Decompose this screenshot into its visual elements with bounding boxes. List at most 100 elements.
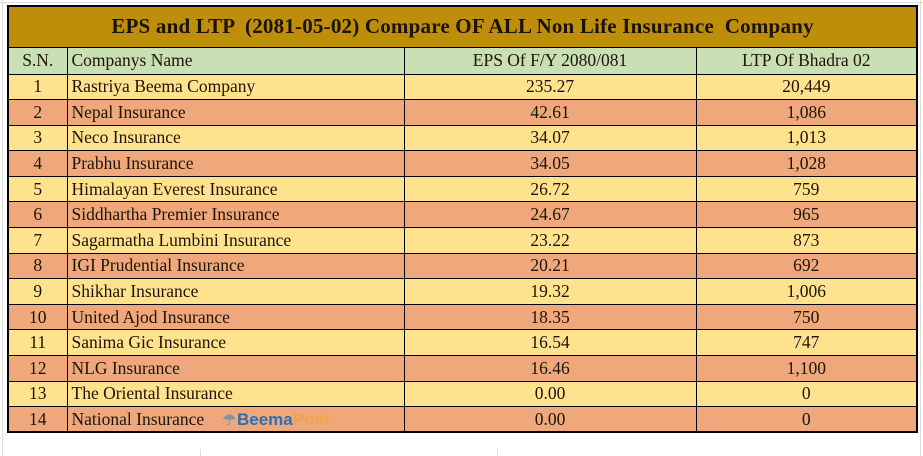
table-row: 6 Siddhartha Premier Insurance 24.67 965 bbox=[7, 201, 918, 229]
spreadsheet-gridline bbox=[0, 2, 923, 3]
table-row: 2 Nepal Insurance 42.61 1,086 bbox=[7, 99, 918, 126]
row-sn: 4 bbox=[7, 150, 68, 177]
row-eps-value: 42.61 bbox=[403, 99, 697, 126]
company-name-text: Prabhu Insurance bbox=[71, 153, 194, 174]
row-sn: 6 bbox=[7, 201, 68, 229]
company-name-text: Himalayan Everest Insurance bbox=[71, 178, 278, 199]
row-ltp-value: 1,086 bbox=[695, 99, 918, 126]
row-sn: 12 bbox=[7, 355, 68, 382]
row-sn: 8 bbox=[7, 252, 68, 280]
umbrella-icon: ☂ bbox=[222, 411, 236, 429]
company-name-text: Shikhar Insurance bbox=[71, 281, 199, 302]
row-company-name: National Insurance ☂BeemaPost bbox=[66, 406, 405, 433]
table-row: 12 NLG Insurance 16.46 1,100 bbox=[7, 355, 918, 382]
row-ltp-value: 965 bbox=[695, 201, 918, 229]
table-row: 4 Prabhu Insurance 34.05 1,028 bbox=[7, 150, 918, 177]
row-company-name: IGI Prudential Insurance bbox=[66, 252, 405, 280]
spreadsheet-gridline bbox=[497, 449, 498, 456]
row-ltp-value: 747 bbox=[695, 329, 918, 357]
row-sn: 3 bbox=[7, 124, 68, 152]
row-ltp-value: 1,006 bbox=[695, 278, 918, 305]
row-sn: 7 bbox=[7, 227, 68, 254]
row-ltp-value: 1,028 bbox=[695, 150, 918, 177]
row-eps-value: 18.35 bbox=[403, 303, 697, 331]
row-company-name: Neco Insurance bbox=[66, 124, 405, 152]
row-ltp-value: 0 bbox=[695, 406, 918, 433]
row-company-name: Sagarmatha Lumbini Insurance bbox=[66, 227, 405, 254]
row-sn: 2 bbox=[7, 99, 68, 126]
row-company-name: Sanima Gic Insurance bbox=[66, 329, 405, 357]
row-eps-value: 23.22 bbox=[403, 227, 697, 254]
table-row: 9 Shikhar Insurance 19.32 1,006 bbox=[7, 278, 918, 305]
row-ltp-value: 759 bbox=[695, 175, 918, 203]
spreadsheet-gridline bbox=[200, 449, 201, 456]
row-sn: 11 bbox=[7, 329, 68, 357]
row-sn: 13 bbox=[7, 380, 68, 408]
row-ltp-value: 1,013 bbox=[695, 124, 918, 152]
table-row: 3 Neco Insurance 34.07 1,013 bbox=[7, 124, 918, 152]
table-body: 1 Rastriya Beema Company 235.27 20,449 2… bbox=[7, 73, 918, 433]
row-company-name: The Oriental Insurance bbox=[66, 380, 405, 408]
row-company-name: United Ajod Insurance bbox=[66, 303, 405, 331]
row-eps-value: 16.54 bbox=[403, 329, 697, 357]
row-sn: 5 bbox=[7, 175, 68, 203]
company-name-text: The Oriental Insurance bbox=[71, 383, 233, 404]
row-sn: 1 bbox=[7, 73, 68, 101]
row-eps-value: 0.00 bbox=[403, 380, 697, 408]
row-company-name: NLG Insurance bbox=[66, 355, 405, 382]
row-eps-value: 26.72 bbox=[403, 175, 697, 203]
row-eps-value: 16.46 bbox=[403, 355, 697, 382]
company-name-text: United Ajod Insurance bbox=[71, 306, 230, 327]
beemapost-logo-beema: Beema bbox=[236, 409, 293, 429]
table-row: 5 Himalayan Everest Insurance 26.72 759 bbox=[7, 175, 918, 203]
table-row: 10 United Ajod Insurance 18.35 750 bbox=[7, 303, 918, 331]
row-ltp-value: 1,100 bbox=[695, 355, 918, 382]
table-row: 11 Sanima Gic Insurance 16.54 747 bbox=[7, 329, 918, 357]
beemapost-watermark: ☂BeemaPost bbox=[223, 410, 330, 430]
spreadsheet-gridline bbox=[2, 0, 3, 456]
row-company-name: Himalayan Everest Insurance bbox=[66, 175, 405, 203]
row-ltp-value: 750 bbox=[695, 303, 918, 331]
table-title: EPS and LTP (2081-05-02) Compare OF ALL … bbox=[7, 5, 918, 48]
row-eps-value: 19.32 bbox=[403, 278, 697, 305]
row-eps-value: 0.00 bbox=[403, 406, 697, 433]
company-name-text: Sagarmatha Lumbini Insurance bbox=[71, 229, 292, 250]
row-ltp-value: 873 bbox=[695, 227, 918, 254]
column-header-name: Companys Name bbox=[66, 46, 405, 75]
company-name-text: National Insurance bbox=[71, 408, 205, 429]
row-eps-value: 235.27 bbox=[403, 73, 697, 101]
column-header-ltp: LTP Of Bhadra 02 bbox=[695, 46, 918, 75]
eps-ltp-table: EPS and LTP (2081-05-02) Compare OF ALL … bbox=[7, 5, 919, 434]
row-eps-value: 20.21 bbox=[403, 252, 697, 280]
title-row: EPS and LTP (2081-05-02) Compare OF ALL … bbox=[7, 5, 918, 48]
row-eps-value: 34.05 bbox=[403, 150, 697, 177]
company-name-text: Rastriya Beema Company bbox=[71, 76, 256, 97]
company-name-text: IGI Prudential Insurance bbox=[71, 255, 245, 276]
table-row: 7 Sagarmatha Lumbini Insurance 23.22 873 bbox=[7, 227, 918, 254]
row-company-name: Rastriya Beema Company bbox=[66, 73, 405, 101]
beemapost-logo-post: Post bbox=[292, 409, 330, 429]
table-row: 14 National Insurance ☂BeemaPost 0.00 0 bbox=[7, 406, 918, 433]
row-company-name: Shikhar Insurance bbox=[66, 278, 405, 305]
row-eps-value: 24.67 bbox=[403, 201, 697, 229]
company-name-text: Sanima Gic Insurance bbox=[71, 332, 227, 353]
company-name-text: NLG Insurance bbox=[71, 357, 180, 378]
row-ltp-value: 20,449 bbox=[695, 73, 918, 101]
column-header-eps: EPS Of F/Y 2080/081 bbox=[403, 46, 697, 75]
table-row: 8 IGI Prudential Insurance 20.21 692 bbox=[7, 252, 918, 280]
row-company-name: Prabhu Insurance bbox=[66, 150, 405, 177]
spreadsheet-gridline bbox=[920, 0, 921, 456]
row-sn: 10 bbox=[7, 303, 68, 331]
company-name-text: Neco Insurance bbox=[71, 127, 181, 148]
column-header-row: S.N. Companys Name EPS Of F/Y 2080/081 L… bbox=[7, 46, 918, 75]
table-row: 1 Rastriya Beema Company 235.27 20,449 bbox=[7, 73, 918, 101]
row-sn: 14 bbox=[7, 406, 68, 433]
table-row: 13 The Oriental Insurance 0.00 0 bbox=[7, 380, 918, 408]
company-name-text: Siddhartha Premier Insurance bbox=[71, 204, 280, 225]
company-name-text: Nepal Insurance bbox=[71, 101, 186, 122]
row-eps-value: 34.07 bbox=[403, 124, 697, 152]
row-company-name: Siddhartha Premier Insurance bbox=[66, 201, 405, 229]
row-sn: 9 bbox=[7, 278, 68, 305]
row-company-name: Nepal Insurance bbox=[66, 99, 405, 126]
column-header-sn: S.N. bbox=[7, 46, 68, 75]
